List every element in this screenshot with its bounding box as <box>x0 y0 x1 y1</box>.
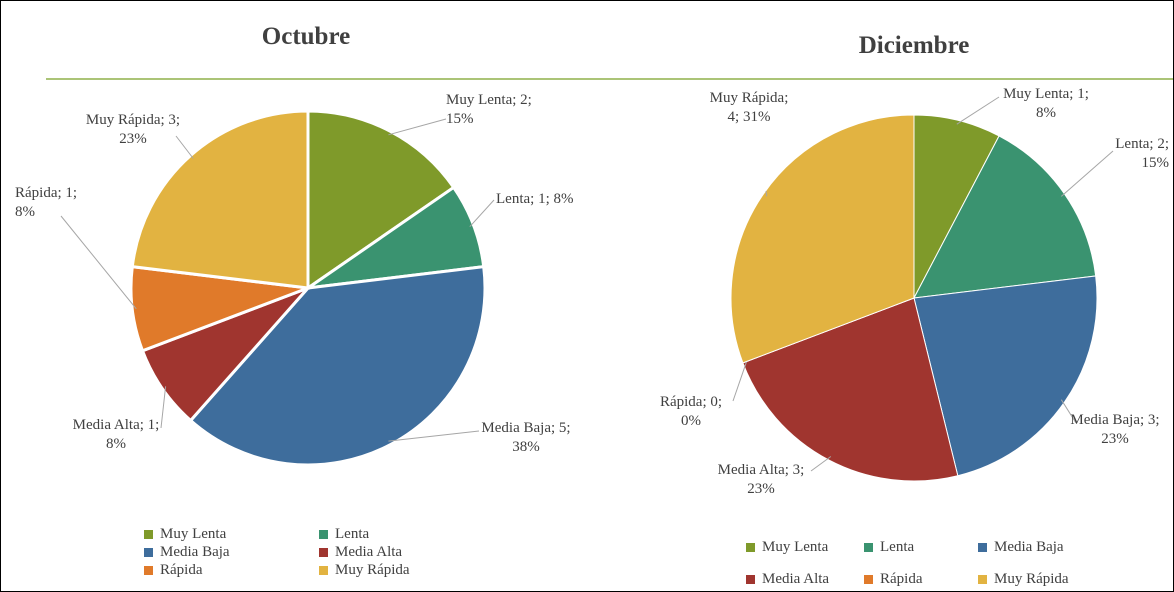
data-label: Muy Rápida; 3; 23% <box>85 112 181 147</box>
legend-swatch <box>319 566 328 575</box>
legend-swatch <box>978 543 987 552</box>
leader-line <box>1060 150 1114 197</box>
chart-title: Diciembre <box>858 32 970 59</box>
leader-line <box>388 118 447 136</box>
leader-line <box>60 215 137 310</box>
data-label: Muy Rápida; 4; 31% <box>709 90 789 125</box>
leader-line <box>175 135 194 159</box>
pie-slice <box>730 114 915 364</box>
legend-item: Muy Lenta <box>144 525 226 543</box>
data-label: Media Alta; 1; 8% <box>72 417 160 452</box>
data-label: Muy Lenta; 2; 15% <box>446 92 532 127</box>
leader-line <box>810 456 832 472</box>
leader-line <box>160 386 167 429</box>
legend-swatch <box>144 566 153 575</box>
data-label: Muy Lenta; 1; 8% <box>1003 86 1089 121</box>
leader-line <box>388 430 480 442</box>
pie-slice <box>188 264 487 467</box>
legend-item: Muy Rápida <box>319 561 410 579</box>
chart-title: Octubre <box>261 23 351 50</box>
legend-swatch <box>746 543 755 552</box>
legend-item: Media Baja <box>144 543 230 561</box>
legend-item: Media Alta <box>746 570 829 588</box>
legend-item: Media Alta <box>319 543 402 561</box>
legend-swatch <box>319 530 328 539</box>
data-label: Rápida; 0; 0% <box>659 394 723 429</box>
legend-swatch <box>319 548 328 557</box>
leader-line <box>732 361 748 402</box>
pie-slice <box>306 109 456 291</box>
legend-swatch <box>978 575 987 584</box>
legend-item: Rápida <box>864 570 923 588</box>
data-label: Rápida; 1; 8% <box>15 185 78 220</box>
legend-item: Muy Rápida <box>978 570 1069 588</box>
data-label: Media Baja; 5; 38% <box>481 420 571 455</box>
legend-swatch <box>144 548 153 557</box>
leader-line <box>469 199 495 227</box>
legend-item: Media Baja <box>978 538 1064 556</box>
legend-swatch <box>746 575 755 584</box>
legend-item: Lenta <box>864 538 914 556</box>
legend-swatch <box>144 530 153 539</box>
data-label: Media Baja; 3; 23% <box>1070 412 1160 447</box>
data-label: Lenta; 2; 15% <box>1115 136 1169 171</box>
data-label: Media Alta; 3; 23% <box>717 462 805 497</box>
leader-line <box>765 190 768 197</box>
legend-item: Muy Lenta <box>746 538 828 556</box>
data-label: Lenta; 1; 8% <box>496 191 574 207</box>
legend-swatch <box>864 575 873 584</box>
leader-line <box>1060 399 1077 424</box>
pie-slice <box>913 275 1098 477</box>
legend-swatch <box>864 543 873 552</box>
legend-item: Rápida <box>144 561 203 579</box>
legend-item: Lenta <box>319 525 369 543</box>
leader-line <box>956 96 1000 125</box>
pie-slice <box>742 297 959 482</box>
